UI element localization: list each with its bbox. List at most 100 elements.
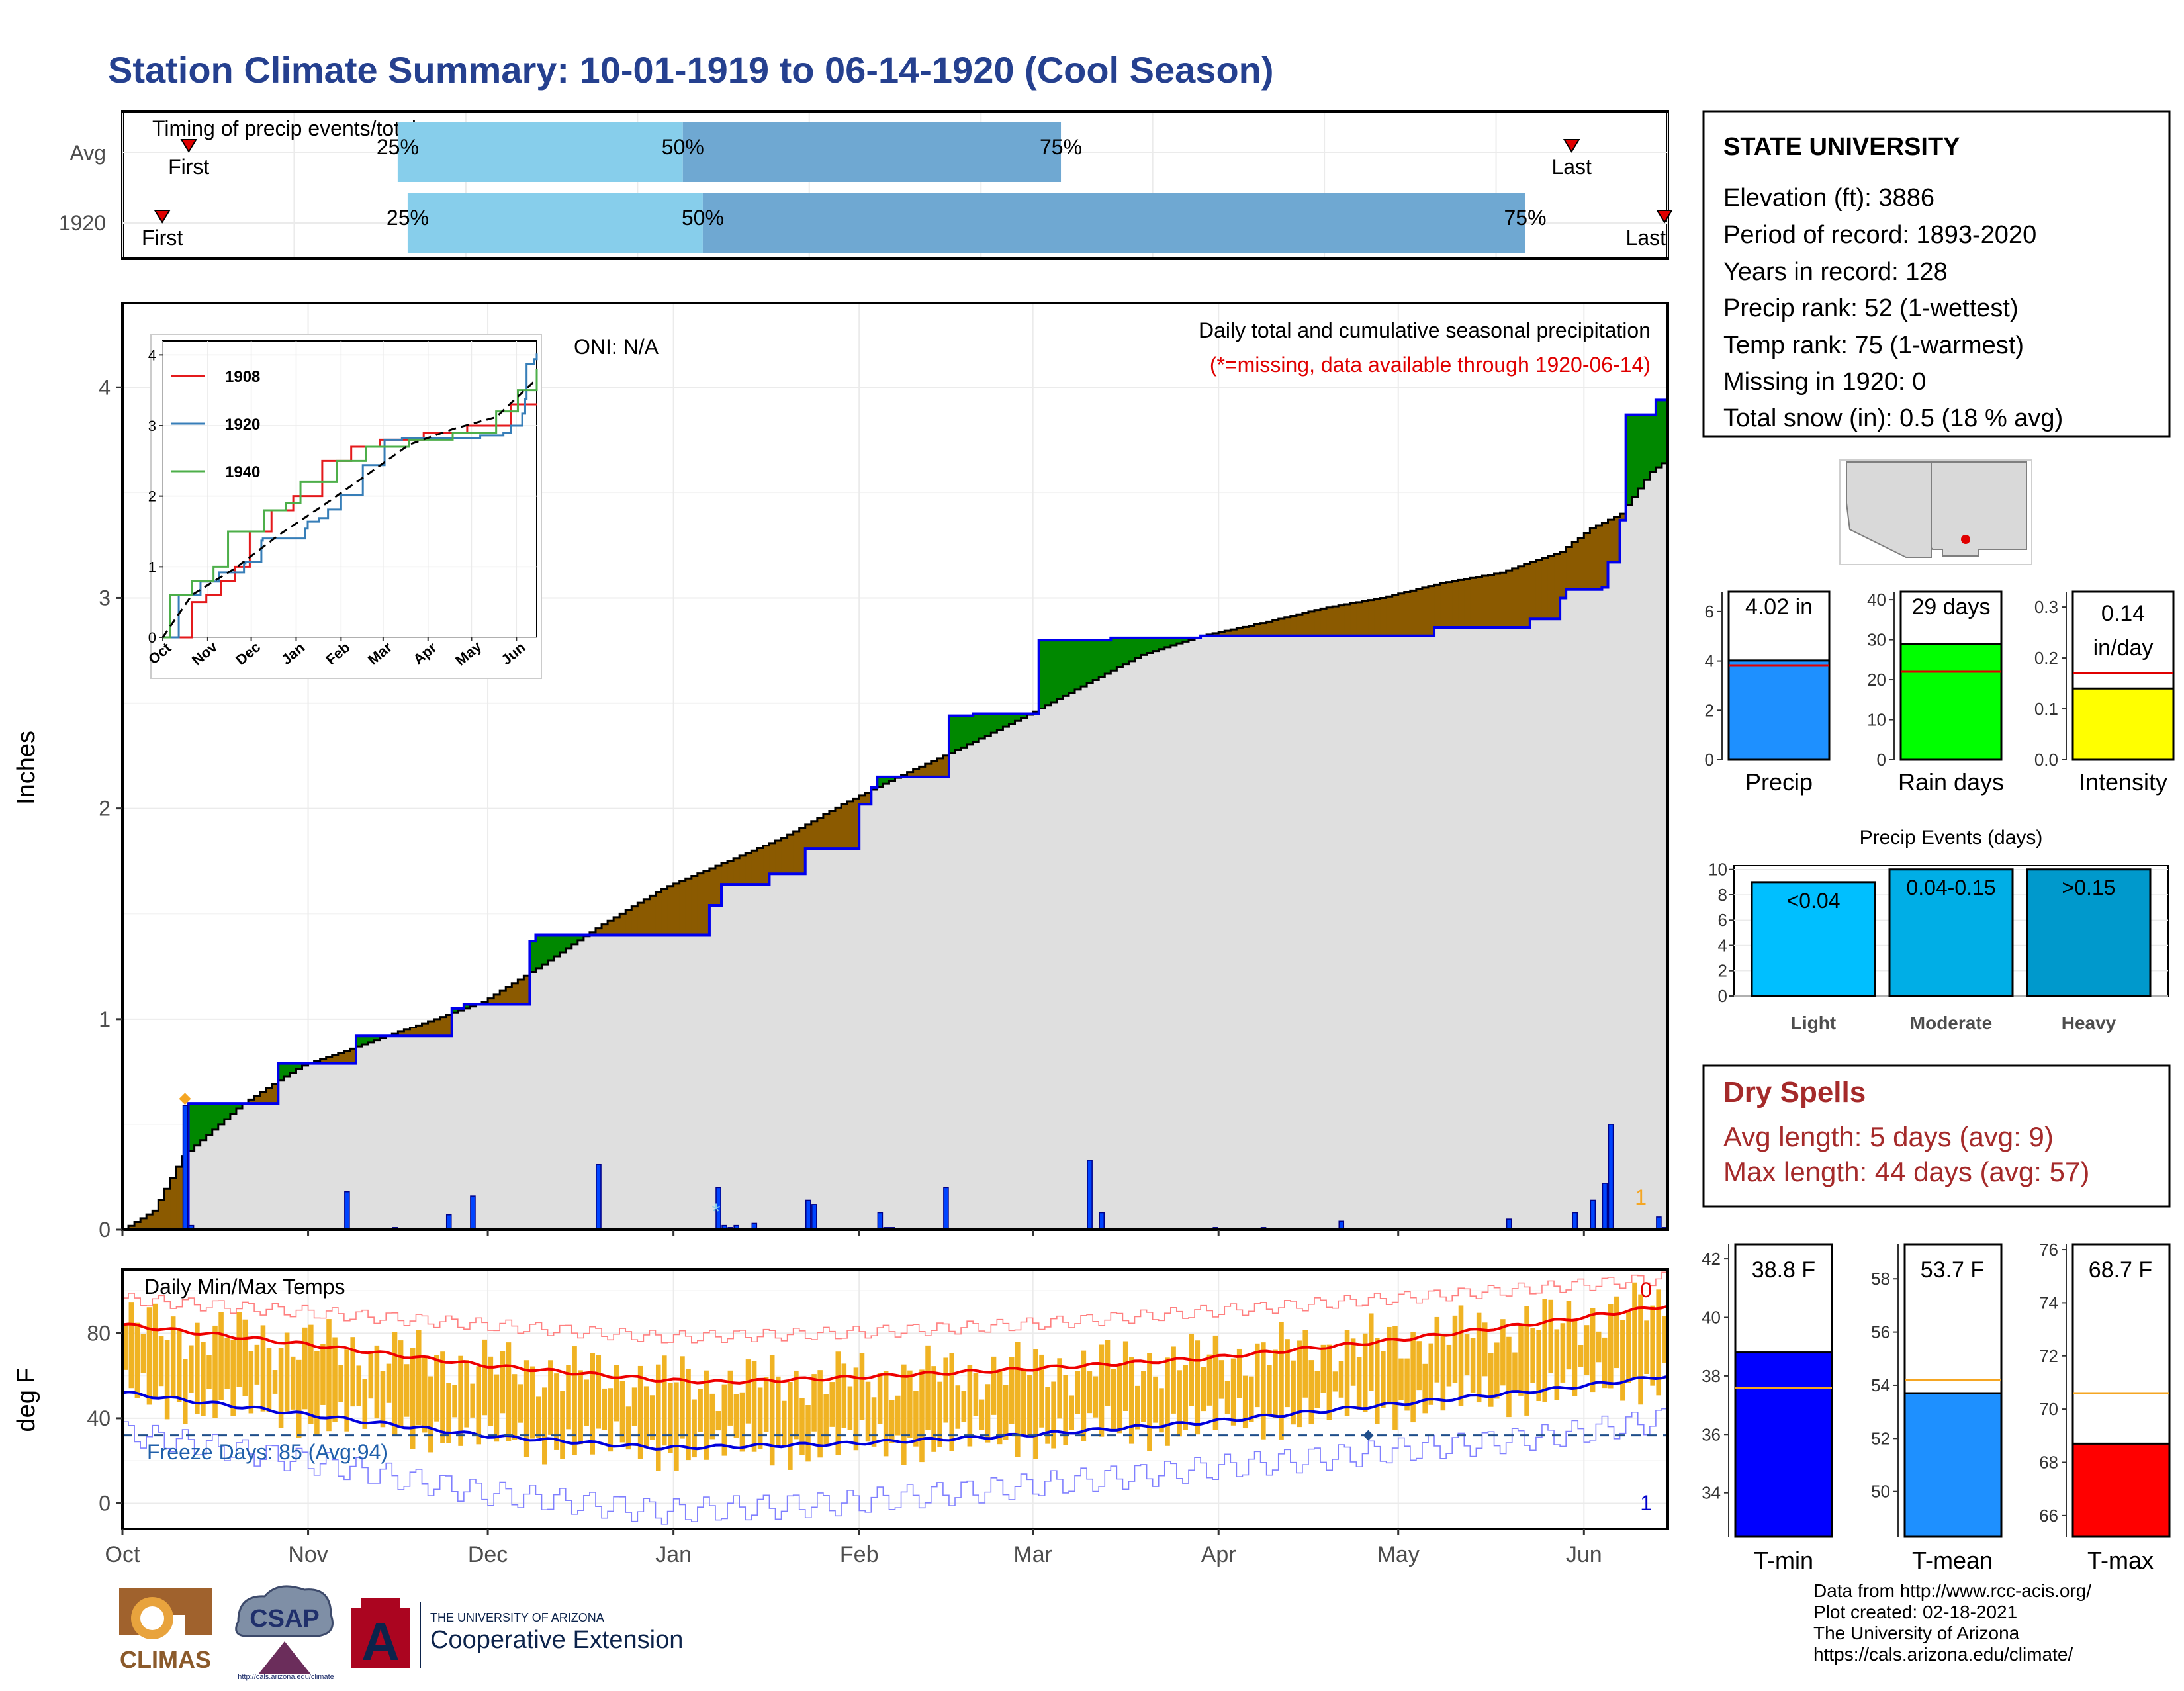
temp-ytick-label: 0 [99,1491,111,1515]
above-average-fill [577,935,584,940]
daily-temp-range-bar [794,1370,799,1440]
below-average-fill [1452,581,1459,627]
below-average-fill [1308,611,1315,636]
timing-row-avg-label: Avg [69,141,106,165]
below-average-fill [1290,616,1297,636]
below-average-fill [1584,533,1590,590]
oni-label: ONI: N/A [574,335,659,359]
summary-ytick-label: 0.2 [2034,648,2058,668]
timing-bar-50-75 [682,122,1062,182]
season-summary-bars: 0 2 4 6 0 10 20 30 40 0.0 0.1 0.2 0.3 [1705,590,2175,770]
below-average-fill [931,761,938,777]
above-average-fill [188,1103,195,1151]
below-average-fill [936,758,944,777]
event-bar-heavy [2026,868,2152,997]
daily-temp-range-bar [1279,1322,1284,1440]
above-average-fill [1637,414,1645,488]
daily-temp-range-bar [782,1400,787,1445]
last-event-marker [1563,139,1580,153]
below-average-fill [787,835,794,874]
intensity-unit-label: in/day [2093,635,2154,661]
daily-temp-range-bar [1362,1333,1368,1412]
daily-temp-range-bar [1512,1352,1518,1393]
daily-temp-range-bar [637,1365,643,1459]
daily-temp-range-bar [1122,1341,1128,1411]
daily-temp-range-bar [901,1364,907,1465]
below-average-fill [733,858,740,885]
events-ytick-label: 0 [1718,986,1727,1006]
daily-precip-bar [1590,1199,1596,1230]
below-average-fill [433,1019,441,1036]
month-label: Nov [288,1542,328,1567]
daily-temp-range-bar [1255,1343,1260,1408]
below-average-fill [1434,584,1441,627]
above-average-fill [889,776,896,781]
inset-line-1908 [163,403,537,639]
daily-temp-range-bar [529,1366,535,1439]
daily-temp-range-bar [1464,1334,1470,1376]
above-average-fill [571,935,578,944]
daily-temp-range-bar [164,1340,170,1420]
month-label: Oct [105,1542,140,1567]
daily-temp-range-bar [1153,1376,1158,1423]
daily-temp-range-bar [1105,1340,1111,1406]
daily-temp-range-bar [889,1400,895,1443]
below-average-fill [1422,587,1429,636]
below-average-fill [338,1052,345,1064]
month-label: May [1377,1542,1420,1567]
below-average-fill [721,863,728,885]
daily-precip-bar [811,1204,817,1230]
temp-summary-ytick-label: 34 [1702,1483,1721,1503]
daily-temp-range-bar [1344,1330,1350,1416]
daily-temp-range-bar [158,1336,164,1387]
last-event-marker [1656,210,1673,224]
below-average-fill [709,868,716,905]
record-high-count: 0 [1640,1278,1652,1302]
summary-ytick-label: 40 [1867,590,1886,610]
above-average-fill [979,713,985,739]
above-average-fill [236,1103,243,1109]
daily-temp-range-bar [1183,1365,1188,1430]
daily-temp-range-bar [1308,1360,1314,1425]
daily-temp-range-bar [1015,1342,1021,1457]
daily-temp-range-bar [572,1346,577,1456]
below-average-fill [254,1095,261,1104]
below-average-fill [1350,603,1357,636]
daily-temp-range-bar [1536,1330,1541,1402]
daily-temp-range-bar [967,1365,973,1447]
below-average-fill [1302,613,1309,636]
below-average-fill [1314,610,1321,636]
daily-temp-range-bar [805,1405,811,1462]
daily-temp-range-bar [535,1396,541,1438]
below-average-fill [1547,555,1555,619]
daily-temp-range-bar [218,1312,224,1400]
daily-temp-range-bar [955,1385,961,1429]
event-light-label: Light [1791,1013,1836,1033]
daily-temp-range-bar [404,1364,410,1417]
daily-temp-range-bar [278,1348,284,1428]
daily-temp-range-bar [871,1397,877,1447]
daily-temp-range-bar [560,1391,565,1459]
month-label: Jun [1566,1542,1602,1567]
daily-temp-range-bar [1656,1289,1661,1396]
below-average-fill [1535,560,1543,619]
above-average-fill [997,713,1004,730]
record-low-line [122,1408,1668,1525]
daily-precip-bar [1572,1212,1578,1230]
below-average-fill [1518,566,1525,627]
max-daily-precip-marker [179,1093,191,1105]
temp-summary-bar-t-mean [1903,1392,2003,1538]
above-average-fill [565,935,572,948]
daily-temp-range-bar [619,1381,625,1443]
below-average-fill [1482,576,1489,627]
daily-temp-range-bar [266,1348,272,1412]
below-average-fill [608,921,614,935]
below-average-fill [727,860,734,885]
events-ytick-label: 4 [1718,935,1727,955]
daily-temp-range-bar [1236,1348,1242,1398]
missing-marker: * [711,1199,720,1224]
daily-temp-range-bar [1392,1326,1398,1430]
daily-temp-range-bar [709,1393,715,1440]
